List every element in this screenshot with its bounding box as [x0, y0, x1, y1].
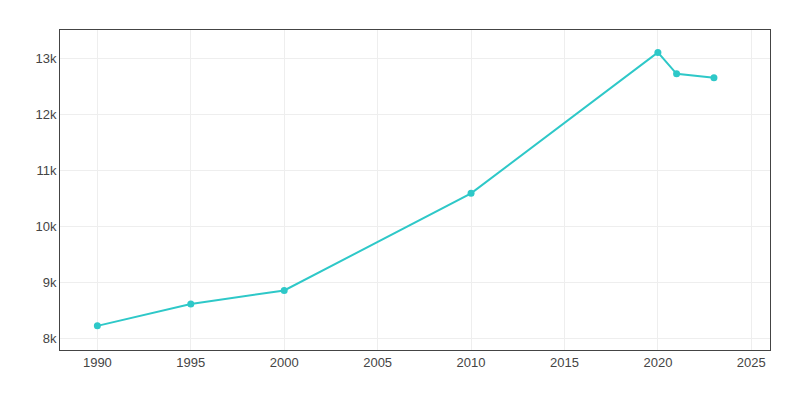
svg-text:9k: 9k — [43, 275, 57, 290]
svg-text:11k: 11k — [36, 163, 56, 178]
svg-text:2025: 2025 — [737, 355, 766, 370]
svg-text:2015: 2015 — [550, 355, 579, 370]
svg-text:13k: 13k — [35, 51, 56, 66]
svg-text:1995: 1995 — [176, 355, 205, 370]
svg-text:8k: 8k — [43, 331, 57, 346]
svg-text:2000: 2000 — [270, 355, 299, 370]
svg-text:2005: 2005 — [363, 355, 392, 370]
svg-text:2020: 2020 — [643, 355, 672, 370]
svg-text:12k: 12k — [35, 107, 56, 122]
svg-text:2010: 2010 — [457, 355, 486, 370]
svg-text:1990: 1990 — [83, 355, 112, 370]
svg-text:10k: 10k — [35, 219, 56, 234]
